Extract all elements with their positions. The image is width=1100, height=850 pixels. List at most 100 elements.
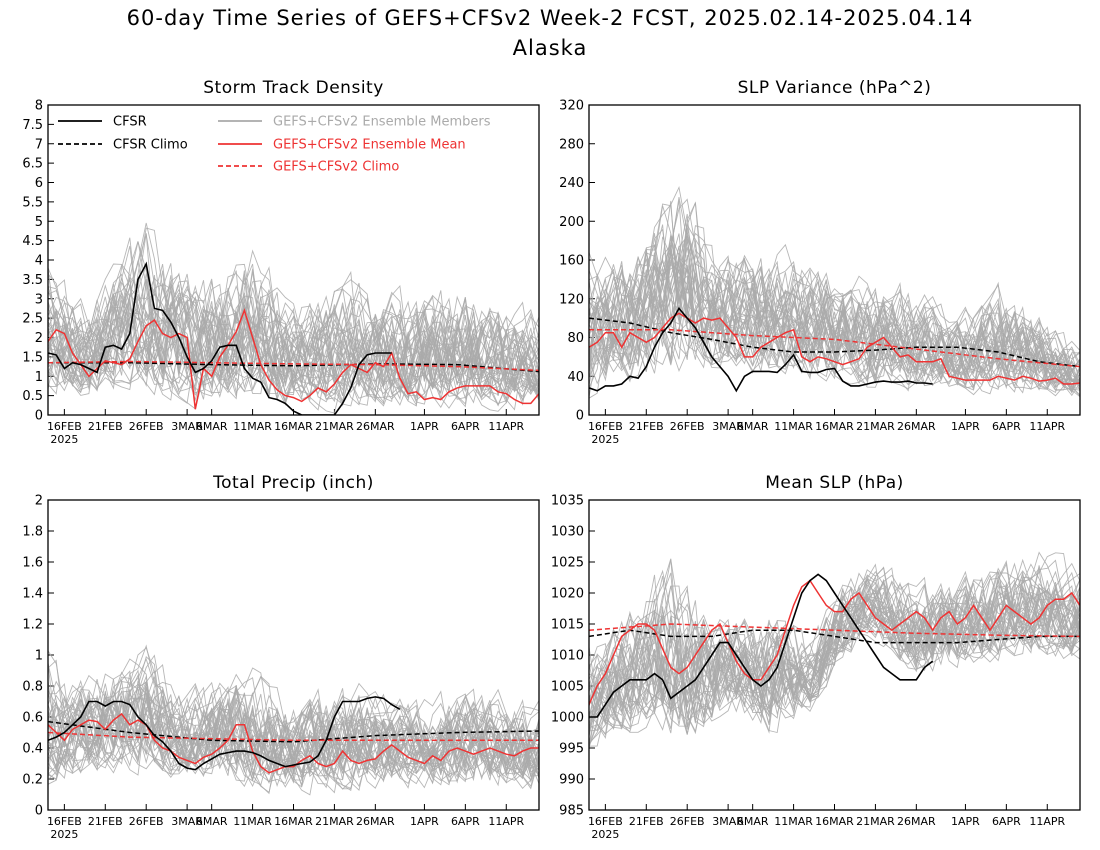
y-tick-label: 1020 (551, 587, 584, 602)
x-tick-label: 21MAR (856, 815, 895, 828)
chart-panel-4: Mean SLP (hPa) 985 990 995 1000 1005 1010 1015 1… (551, 473, 1081, 841)
series-line (589, 629, 1080, 644)
x-tick-label: 26FEB (129, 815, 164, 828)
ensemble-member-line (589, 585, 1080, 733)
series-line (589, 573, 934, 718)
y-tick-label: 8 (35, 99, 43, 114)
legend-label: GEFS+CFSv2 Climo (273, 160, 399, 175)
series-line (48, 360, 539, 372)
y-tick-label: 1.2 (22, 618, 43, 633)
y-tick-label: 0 (576, 409, 584, 424)
chart-panel-3: Total Precip (inch) 0 0.2 0.4 0.6 0.8 1 1.2 1.4 1… (22, 473, 540, 841)
x-year-label: 2025 (591, 828, 619, 841)
series-line (48, 720, 539, 743)
ensemble-member-line (589, 551, 1080, 729)
y-tick-label: 1030 (551, 525, 584, 540)
y-tick-label: 0.6 (22, 711, 43, 726)
series-line (589, 579, 1080, 705)
ensemble-member-line (48, 233, 539, 398)
x-tick-label: 26FEB (670, 815, 705, 828)
ensemble-member-line (589, 200, 1080, 389)
y-tick-label: 1025 (551, 556, 584, 571)
plot-frame (588, 104, 1081, 416)
ensemble-member-line (589, 577, 1080, 716)
ensemble-member-line (48, 685, 539, 780)
y-tick-label: 1015 (551, 618, 584, 633)
ensemble-member-line (589, 576, 1080, 724)
y-tick-label: 1.8 (22, 525, 43, 540)
x-tick-label: 26MAR (356, 815, 395, 828)
x-tick-label: 21FEB (629, 815, 664, 828)
y-tick-label: 3 (35, 292, 43, 307)
x-tick-label: 11APR (1029, 815, 1065, 828)
series-line (48, 261, 392, 415)
chart-panel-1: Storm Track Density 0 0.5 1 1.5 2 2.5 3 3.5 4 4.5 5… (22, 78, 540, 446)
x-tick-label: 1APR (410, 420, 439, 433)
ensemble-member-line (589, 230, 1080, 378)
x-tick-label: 11APR (488, 420, 524, 433)
y-tick-label: 1010 (551, 649, 584, 664)
x-tick-label: 3MAR (171, 420, 203, 433)
x-tick-label: 6APR (992, 815, 1021, 828)
y-tick-label: 0.2 (22, 773, 43, 788)
ensemble-member-line (48, 273, 539, 406)
ensemble-member-line (589, 578, 1080, 734)
plot-frame (588, 499, 1081, 811)
ensemble-member-line (48, 670, 539, 792)
y-tick-label: 280 (559, 137, 584, 152)
y-tick-label: 0.4 (22, 742, 43, 757)
ensemble-member-line (48, 245, 539, 412)
ensemble-member-line (48, 270, 539, 405)
series-line (589, 312, 1080, 385)
panel-title: Mean SLP (hPa) (765, 473, 904, 493)
y-tick-label: 120 (559, 292, 584, 307)
x-tick-label: 6MAR (196, 420, 228, 433)
ensemble-members (589, 185, 1080, 399)
ensemble-member-line (589, 563, 1080, 728)
ensemble-member-line (589, 597, 1080, 719)
series-group (48, 696, 539, 774)
x-tick-label: 16FEB (47, 420, 82, 433)
x-tick-label: 11APR (488, 815, 524, 828)
y-tick-label: 0 (35, 409, 43, 424)
series-line (48, 731, 539, 742)
ensemble-member-line (48, 288, 539, 400)
legend-label: CFSR (113, 115, 147, 130)
y-tick-label: 1.6 (22, 556, 43, 571)
x-tick-label: 11MAR (233, 815, 272, 828)
ensemble-member-line (589, 567, 1080, 732)
x-tick-label: 6APR (451, 420, 480, 433)
y-tick-label: 3.5 (22, 273, 43, 288)
ensemble-member-line (589, 232, 1080, 389)
x-tick-label: 6APR (992, 420, 1021, 433)
y-tick-label: 2.5 (22, 312, 43, 327)
plot-frame (47, 499, 540, 811)
ensemble-member-line (48, 683, 539, 781)
ensemble-member-line (589, 240, 1080, 386)
y-tick-label: 2 (35, 331, 43, 346)
ensemble-member-line (48, 676, 539, 776)
x-tick-label: 16FEB (47, 815, 82, 828)
x-tick-label: 1APR (951, 420, 980, 433)
x-tick-label: 26MAR (356, 420, 395, 433)
x-tick-label: 26MAR (897, 420, 936, 433)
y-tick-label: 5 (35, 215, 43, 230)
series-line (48, 712, 539, 774)
x-year-label: 2025 (50, 433, 78, 446)
panel-title: Total Precip (inch) (212, 473, 374, 493)
legend: CFSR CFSR Climo GEFS+CFSv2 Ensemble Member… (58, 115, 491, 175)
y-tick-label: 4 (35, 254, 43, 269)
ensemble-member-line (589, 258, 1080, 391)
x-tick-label: 26FEB (129, 420, 164, 433)
x-tick-label: 6APR (451, 815, 480, 828)
series-group (48, 261, 539, 415)
legend-label: GEFS+CFSv2 Ensemble Members (273, 115, 491, 130)
chart-panel-2: SLP Variance (hPa^2) 0 40 80 120 160 200 240 280… (559, 78, 1081, 446)
y-tick-label: 7 (35, 137, 43, 152)
x-tick-label: 21MAR (315, 815, 354, 828)
ensemble-member-line (589, 576, 1080, 726)
ensemble-member-line (589, 589, 1080, 718)
x-tick-label: 21MAR (856, 420, 895, 433)
ensemble-member-line (48, 674, 539, 786)
x-year-label: 2025 (591, 433, 619, 446)
